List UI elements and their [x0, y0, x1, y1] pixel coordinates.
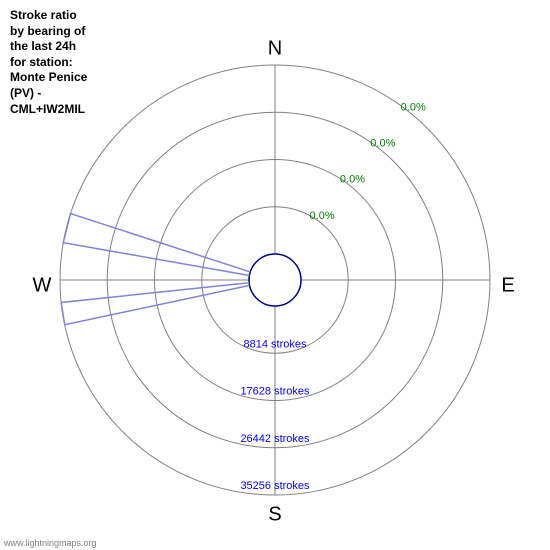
- compass-s: S: [268, 503, 281, 525]
- stroke-wedge: [61, 283, 249, 325]
- center-circle: [249, 254, 301, 306]
- compass-w: W: [33, 274, 52, 296]
- percent-label: 0.0%: [401, 101, 426, 113]
- axis-lines: [60, 65, 490, 495]
- stroke-count-label: 17628 strokes: [240, 386, 310, 398]
- chart-title: Stroke ratio by bearing of the last 24h …: [10, 8, 87, 117]
- stroke-count-label: 8814 strokes: [244, 338, 307, 350]
- footer-credit: www.lightningmaps.org: [4, 538, 97, 548]
- stroke-count-label: 26442 strokes: [240, 433, 310, 445]
- stroke-count-label: 35256 strokes: [240, 480, 310, 492]
- stroke-wedge: [63, 214, 250, 276]
- percent-label: 0.0%: [310, 210, 335, 222]
- percent-label: 0.0%: [340, 174, 365, 186]
- percent-label: 0.0%: [370, 137, 395, 149]
- compass-e: E: [501, 274, 514, 296]
- compass-n: N: [268, 37, 282, 59]
